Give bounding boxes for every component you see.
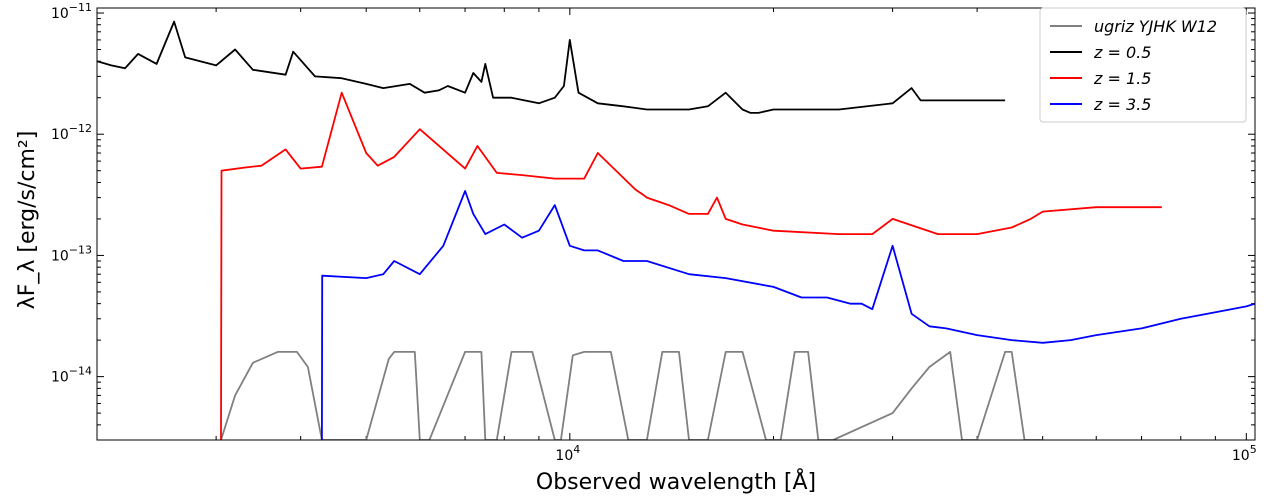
y-axis-title: λF_λ [erg/s/cm²] — [15, 131, 40, 310]
series-line-0 — [220, 351, 1043, 440]
plot-frame — [96, 7, 1256, 441]
y-tick-label: 10−12 — [51, 122, 92, 143]
series-lines — [97, 20, 1255, 440]
y-tick-label: 10−13 — [51, 243, 92, 264]
legend-label-3: z = 3.5 — [1093, 95, 1151, 114]
tick-labels: 104 105 10−14 10−13 10−12 10−11 — [51, 1, 1257, 464]
x-tick-label: 105 — [1232, 443, 1257, 464]
series-line-3 — [321, 190, 1255, 440]
legend: ugriz YJHK W12 z = 0.5 z = 1.5 z = 3.5 — [1039, 7, 1247, 123]
y-tick-label: 10−14 — [51, 365, 92, 386]
x-axis-title: Observed wavelength [Å] — [536, 468, 816, 495]
legend-label-1: z = 0.5 — [1093, 43, 1151, 62]
legend-label-2: z = 1.5 — [1093, 69, 1151, 88]
x-tick-label: 104 — [555, 443, 580, 464]
y-tick-label: 10−11 — [51, 1, 92, 22]
legend-box — [1039, 7, 1247, 123]
series-line-2 — [220, 91, 1162, 440]
series-line-1 — [97, 20, 1006, 114]
legend-label-0: ugriz YJHK W12 — [1094, 17, 1217, 36]
